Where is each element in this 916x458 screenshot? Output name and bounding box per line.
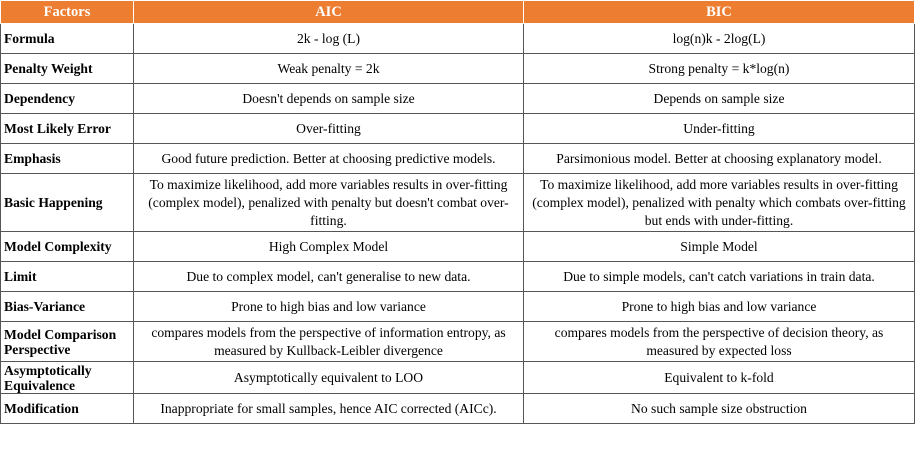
factor-label: Model Comparison Perspective xyxy=(0,321,134,362)
aic-cell: Over-fitting xyxy=(133,113,524,144)
factor-label: Most Likely Error xyxy=(0,113,134,144)
factor-label: Modification xyxy=(0,393,134,424)
aic-cell: Doesn't depends on sample size xyxy=(133,83,524,114)
table-row: Dependency Doesn't depends on sample siz… xyxy=(0,83,915,114)
table-row: Formula 2k - log (L) log(n)k - 2log(L) xyxy=(0,23,915,54)
aic-cell: Weak penalty = 2k xyxy=(133,53,524,84)
aic-cell: 2k - log (L) xyxy=(133,23,524,54)
bic-cell: log(n)k - 2log(L) xyxy=(523,23,915,54)
table-row: Model Comparison Perspective compares mo… xyxy=(0,321,915,362)
table-row: Model Complexity High Complex Model Simp… xyxy=(0,231,915,262)
aic-cell: High Complex Model xyxy=(133,231,524,262)
header-aic: AIC xyxy=(133,0,524,24)
aic-cell: Good future prediction. Better at choosi… xyxy=(133,143,524,174)
aic-cell: To maximize likelihood, add more variabl… xyxy=(133,173,524,232)
table-body: Formula 2k - log (L) log(n)k - 2log(L) P… xyxy=(0,23,915,424)
table-row: Emphasis Good future prediction. Better … xyxy=(0,143,915,174)
factor-label: Asymptotically Equivalence xyxy=(0,361,134,394)
factor-label: Basic Happening xyxy=(0,173,134,232)
bic-cell: Strong penalty = k*log(n) xyxy=(523,53,915,84)
bic-cell: Depends on sample size xyxy=(523,83,915,114)
factor-label: Formula xyxy=(0,23,134,54)
factor-label: Bias-Variance xyxy=(0,291,134,322)
table-row: Penalty Weight Weak penalty = 2k Strong … xyxy=(0,53,915,84)
factor-label: Emphasis xyxy=(0,143,134,174)
factor-label: Limit xyxy=(0,261,134,292)
comparison-table: Factors AIC BIC Formula 2k - log (L) log… xyxy=(0,0,915,424)
table-row: Basic Happening To maximize likelihood, … xyxy=(0,173,915,232)
bic-cell: Parsimonious model. Better at choosing e… xyxy=(523,143,915,174)
aic-cell: Prone to high bias and low variance xyxy=(133,291,524,322)
aic-cell: Inappropriate for small samples, hence A… xyxy=(133,393,524,424)
table-row: Bias-Variance Prone to high bias and low… xyxy=(0,291,915,322)
bic-cell: Simple Model xyxy=(523,231,915,262)
bic-cell: Equivalent to k-fold xyxy=(523,361,915,394)
aic-cell: Asymptotically equivalent to LOO xyxy=(133,361,524,394)
table-row: Asymptotically Equivalence Asymptoticall… xyxy=(0,361,915,394)
bic-cell: No such sample size obstruction xyxy=(523,393,915,424)
bic-cell: Under-fitting xyxy=(523,113,915,144)
bic-cell: compares models from the perspective of … xyxy=(523,321,915,362)
factor-label: Dependency xyxy=(0,83,134,114)
bic-cell: To maximize likelihood, add more variabl… xyxy=(523,173,915,232)
table-row: Limit Due to complex model, can't genera… xyxy=(0,261,915,292)
bic-cell: Prone to high bias and low variance xyxy=(523,291,915,322)
table-header: Factors AIC BIC xyxy=(0,0,915,24)
factor-label: Model Complexity xyxy=(0,231,134,262)
aic-cell: Due to complex model, can't generalise t… xyxy=(133,261,524,292)
table-row: Modification Inappropriate for small sam… xyxy=(0,393,915,424)
table-row: Most Likely Error Over-fitting Under-fit… xyxy=(0,113,915,144)
header-bic: BIC xyxy=(523,0,915,24)
bic-cell: Due to simple models, can't catch variat… xyxy=(523,261,915,292)
aic-cell: compares models from the perspective of … xyxy=(133,321,524,362)
header-factors: Factors xyxy=(0,0,134,24)
header-row: Factors AIC BIC xyxy=(0,0,915,24)
factor-label: Penalty Weight xyxy=(0,53,134,84)
